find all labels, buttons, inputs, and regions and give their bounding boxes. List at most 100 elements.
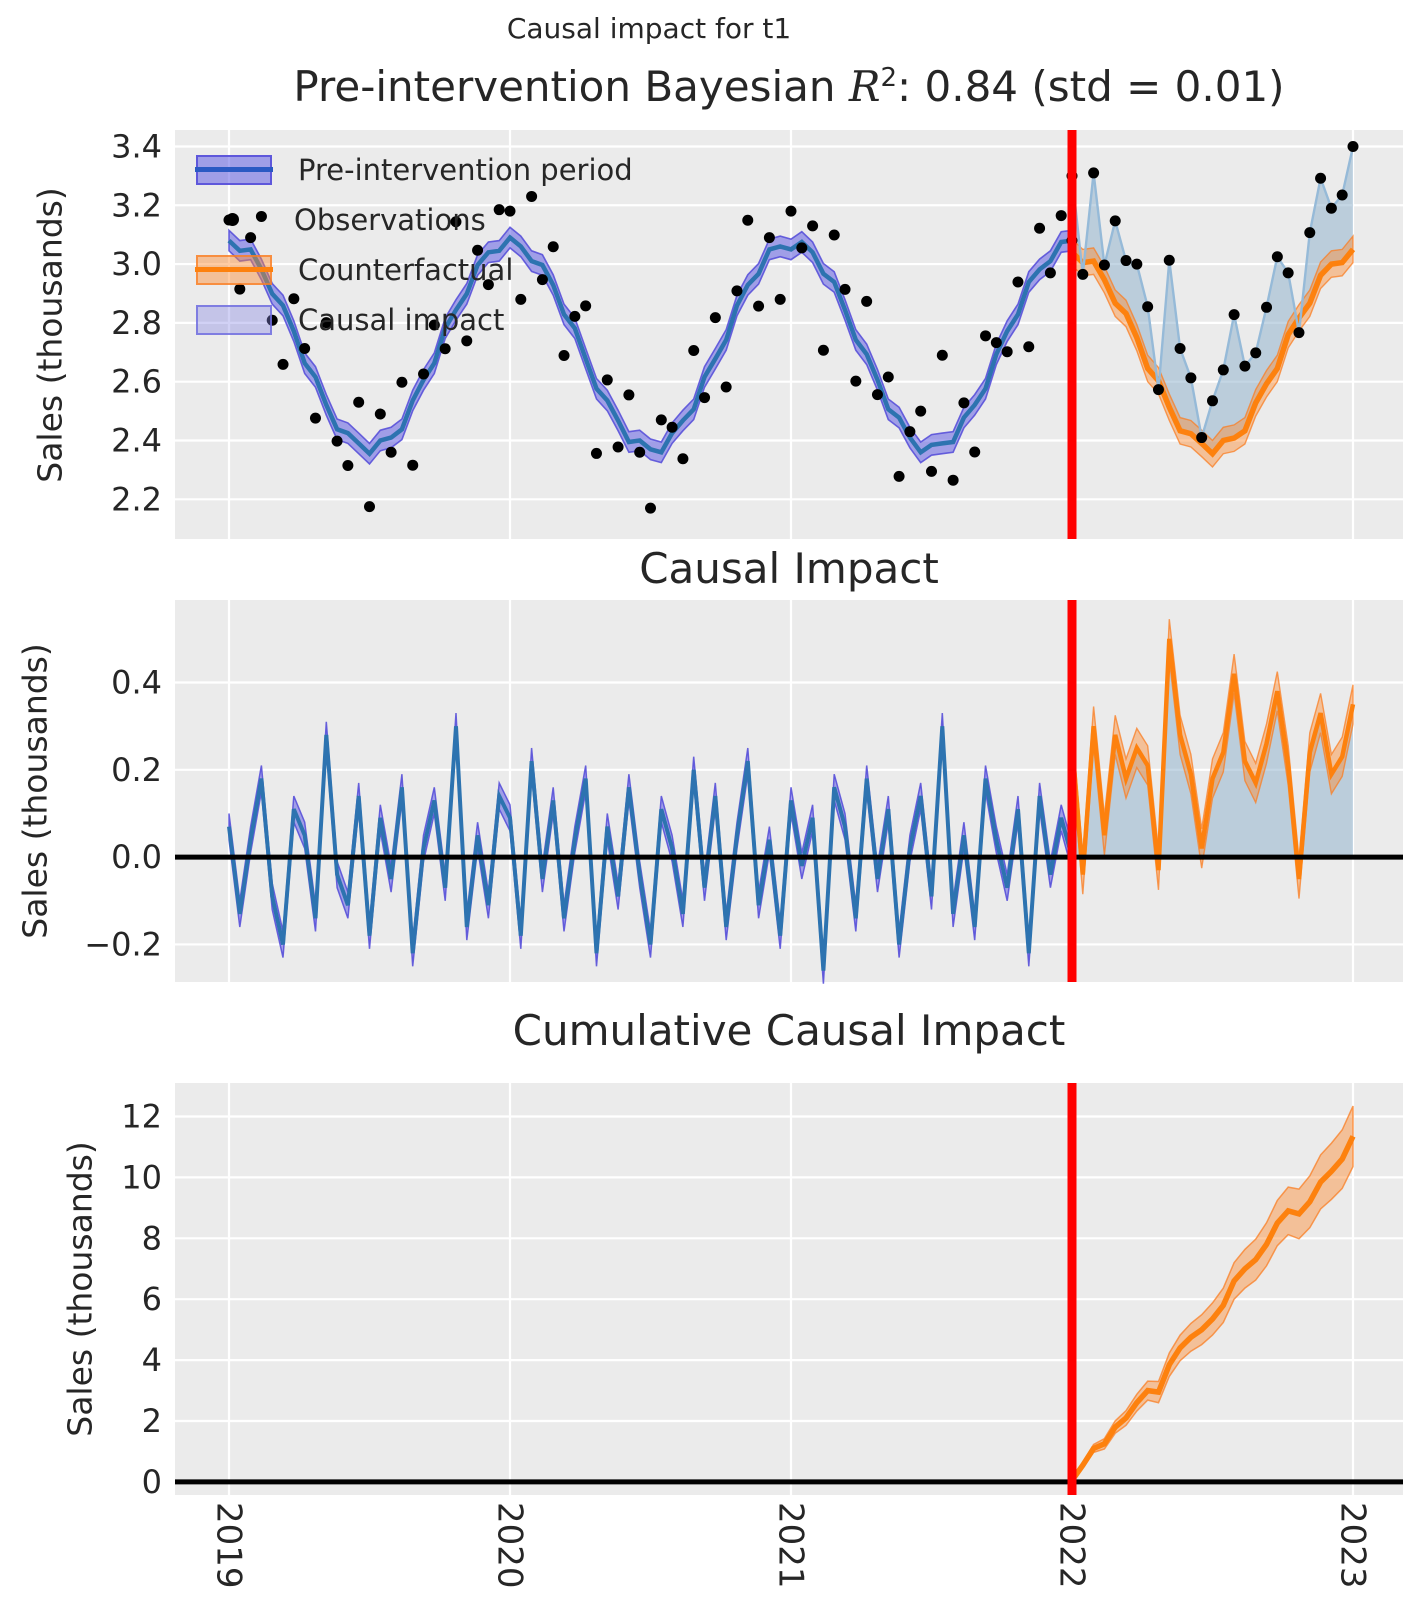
observation-point [428, 319, 440, 331]
observation-point [785, 205, 797, 217]
observation-point [861, 295, 873, 307]
observation-point [309, 412, 321, 424]
observation-point [742, 214, 754, 226]
observation-point [753, 300, 765, 312]
observation-point [1271, 251, 1283, 263]
observation-point [255, 210, 267, 222]
observation-point [763, 232, 775, 244]
observation-point [1152, 384, 1164, 396]
observation-point [1239, 360, 1251, 372]
observation-point [353, 396, 365, 408]
pre-intervention-line-swatch [195, 167, 273, 172]
observation-point [1098, 259, 1110, 271]
observation-point [407, 459, 419, 471]
x-tick-label: 2023 [1332, 1502, 1373, 1589]
panel-causal-impact: 0.4 0.2 0.0 −0.2 [84, 600, 1403, 984]
observations-dot-swatch [196, 207, 268, 233]
observation-point [969, 446, 981, 458]
observation-point [1347, 140, 1359, 152]
observation-point [666, 421, 678, 433]
observation-point [536, 274, 548, 286]
observation-point [569, 310, 581, 322]
observation-point [774, 293, 786, 305]
y-tick-label: 3.2 [111, 186, 162, 224]
observation-point [1250, 347, 1262, 359]
observation-point [677, 453, 689, 465]
observation-point [1055, 210, 1067, 222]
legend-label: Counterfactual [298, 252, 514, 287]
impact-band [1071, 619, 1354, 899]
y-tick-label: 8 [142, 1219, 162, 1257]
plot-background [175, 130, 1403, 539]
causal-impact-patch-swatch [196, 304, 272, 335]
x-tick-label: 2021 [770, 1502, 811, 1589]
x-tick-label: 2020 [489, 1502, 530, 1589]
observation-point [990, 337, 1002, 349]
observation-point [277, 358, 289, 370]
x-tick-label: 2022 [1051, 1502, 1092, 1589]
y-tick-label: 10 [121, 1158, 162, 1196]
observation-point [925, 465, 937, 477]
observation-point [828, 229, 840, 241]
observation-point [266, 314, 278, 326]
observation-point [342, 459, 354, 471]
panel3-ylabel: Sales (thousands) [60, 1141, 100, 1437]
observation-point [936, 349, 948, 361]
observation-point [1023, 341, 1035, 353]
observation-point [947, 474, 959, 486]
legend-label: Causal impact [298, 302, 505, 337]
observation-point [482, 279, 494, 291]
observation-point [634, 446, 646, 458]
figure-suptitle: Causal impact for t1 [506, 12, 792, 45]
observation-point [299, 342, 311, 354]
x-tick-label: 2019 [208, 1502, 249, 1589]
counterfactual-band-swatch [195, 254, 273, 285]
y-tick-label: 0.0 [111, 838, 162, 876]
legend-item-dot: Observations [196, 203, 633, 237]
observation-point [374, 408, 386, 420]
observation-point [396, 376, 408, 388]
observation-point [526, 190, 538, 202]
observation-point [1142, 301, 1154, 313]
observation-point [1012, 276, 1024, 288]
observation-point [601, 374, 613, 386]
panel2-title: Causal Impact [639, 544, 939, 593]
observation-dot-icon [225, 213, 239, 226]
y-tick-label: −0.2 [84, 925, 162, 963]
math-r: R [848, 62, 881, 111]
y-tick-label: 2 [142, 1402, 162, 1440]
observation-point [1304, 227, 1316, 239]
observation-point [1044, 267, 1056, 279]
observation-point [1293, 327, 1305, 339]
legend-label: Observations [294, 202, 486, 237]
impact-area-fill [1072, 638, 1353, 879]
observation-point [547, 241, 559, 253]
observation-point [882, 371, 894, 383]
observation-point [1034, 222, 1046, 234]
observation-point [893, 470, 905, 482]
observation-point [958, 397, 970, 409]
cumulative-band [1071, 1105, 1354, 1485]
y-tick-label: 2.8 [111, 304, 162, 342]
observation-point [245, 232, 257, 244]
y-tick-label: 2.4 [111, 421, 162, 459]
y-tick-label: 2.2 [111, 480, 162, 518]
legend: Pre-intervention period Observations Count… [195, 153, 633, 356]
observation-point [817, 344, 829, 356]
observation-point [1109, 215, 1121, 227]
observation-point [1185, 372, 1197, 384]
impact-line [1069, 638, 1356, 880]
panel-cumulative-causal-impact: 12 10 8 6 4 2 0 [121, 1083, 1403, 1501]
observation-point [1077, 268, 1089, 280]
observation-point [1120, 255, 1132, 267]
observation-point [1001, 346, 1013, 358]
observation-point [558, 350, 570, 362]
legend-item-band-orange: Counterfactual [195, 253, 633, 287]
observation-point [807, 220, 819, 232]
observation-point [461, 335, 473, 347]
observation-point [1163, 254, 1175, 266]
observation-point [418, 368, 430, 380]
observation-point [385, 446, 397, 458]
panel2-ylabel: Sales (thousands) [15, 643, 55, 939]
